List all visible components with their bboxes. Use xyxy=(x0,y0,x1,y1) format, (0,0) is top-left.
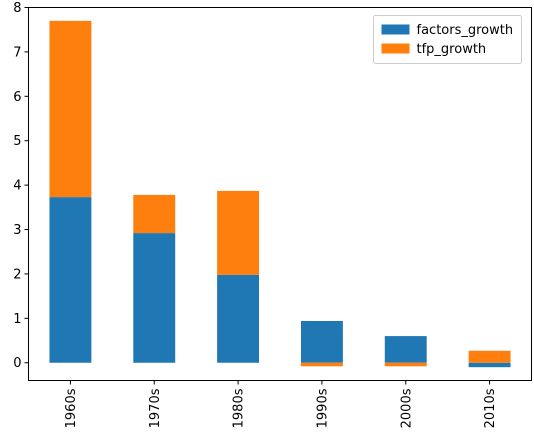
y-tick-label-2: 2 xyxy=(13,267,21,282)
bar-factors-growth-2000s xyxy=(384,336,427,363)
plot-area-frame xyxy=(28,7,532,381)
x-tick-label-1980s: 1980s xyxy=(232,388,247,428)
bar-factors-growth-1960s xyxy=(49,197,92,363)
x-tick-label-2010s: 2010s xyxy=(483,388,498,428)
y-tick-label-5: 5 xyxy=(13,134,21,149)
x-axis: 1960s 1970s 1980s 1990s 2000s 2010s xyxy=(64,380,498,428)
bar-factors-growth-2010s xyxy=(468,362,511,368)
x-tick-label-1990s: 1990s xyxy=(315,388,330,428)
bar-tfp-growth-1960s xyxy=(49,20,92,198)
legend-swatch-factors-growth xyxy=(381,24,410,35)
bar-factors-growth-1980s xyxy=(217,274,260,363)
y-tick-label-6: 6 xyxy=(13,90,21,105)
bar-tfp-growth-2010s xyxy=(468,350,511,363)
legend: factors_growth tfp_growth xyxy=(373,15,522,64)
legend-swatch-tfp-growth xyxy=(381,43,410,54)
x-tick-label-2000s: 2000s xyxy=(399,388,414,428)
bar-factors-growth-1970s xyxy=(133,233,176,363)
bar-tfp-growth-2000s xyxy=(384,362,427,367)
legend-label-factors-growth: factors_growth xyxy=(417,23,514,38)
bar-factors-growth-1990s xyxy=(300,321,343,363)
bar-tfp-growth-1990s xyxy=(300,362,343,367)
y-tick-label-4: 4 xyxy=(13,179,21,194)
legend-box xyxy=(373,15,522,64)
bar-tfp-growth-1970s xyxy=(133,194,176,234)
y-tick-label-8: 8 xyxy=(13,1,21,16)
x-tick-label-1970s: 1970s xyxy=(148,388,163,428)
y-tick-label-1: 1 xyxy=(13,312,21,327)
x-tick-label-1960s: 1960s xyxy=(64,388,79,428)
y-tick-label-3: 3 xyxy=(13,223,21,238)
legend-label-tfp-growth: tfp_growth xyxy=(417,42,487,57)
y-tick-label-7: 7 xyxy=(13,45,21,60)
bar-tfp-growth-1980s xyxy=(217,190,260,275)
y-tick-label-0: 0 xyxy=(13,356,21,371)
bars-layer xyxy=(49,20,511,368)
y-axis: 0 1 2 3 4 5 6 7 8 xyxy=(13,1,29,371)
